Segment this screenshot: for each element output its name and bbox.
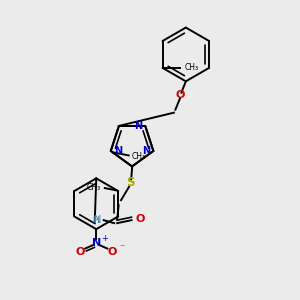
Text: CH₃: CH₃ (132, 152, 146, 161)
Text: H: H (92, 216, 99, 225)
Text: N: N (94, 215, 101, 225)
Text: O: O (175, 90, 184, 100)
Text: +: + (102, 235, 109, 244)
Text: O: O (75, 247, 85, 256)
Text: CH₃: CH₃ (86, 183, 100, 192)
Text: O: O (108, 247, 117, 256)
Text: N: N (114, 146, 122, 156)
Text: ⁻: ⁻ (119, 244, 124, 254)
Text: N: N (142, 146, 150, 156)
Text: N: N (134, 121, 142, 131)
Text: O: O (135, 214, 144, 224)
Text: N: N (92, 238, 101, 248)
Text: S: S (126, 176, 135, 189)
Text: CH₃: CH₃ (185, 63, 199, 72)
